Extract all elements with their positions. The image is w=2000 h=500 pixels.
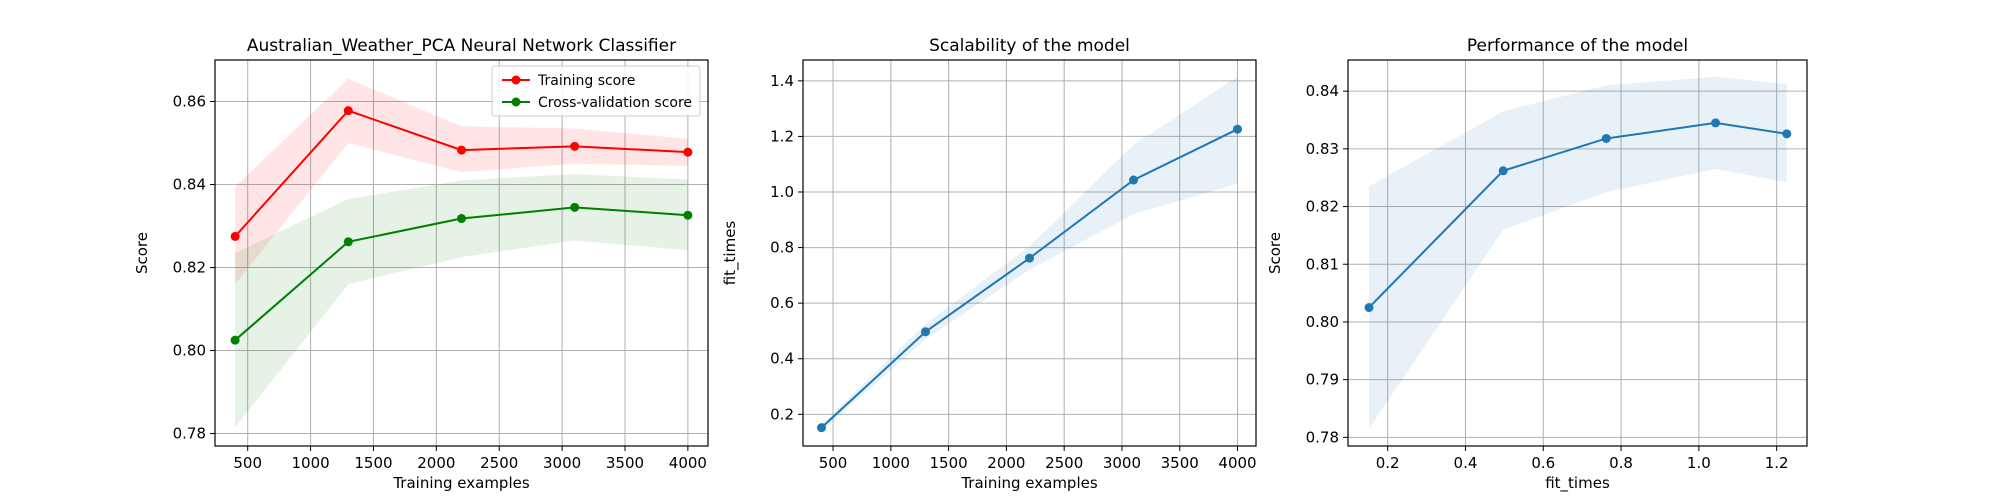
confidence-band bbox=[235, 174, 688, 428]
y-axis-label: Score bbox=[133, 232, 151, 274]
data-point bbox=[343, 106, 353, 116]
y-tick-label: 0.78 bbox=[1306, 428, 1339, 446]
y-tick-label: 0.84 bbox=[1306, 82, 1339, 100]
x-tick-label: 2500 bbox=[1045, 454, 1083, 472]
x-tick-label: 3000 bbox=[1103, 454, 1141, 472]
x-tick-label: 1.0 bbox=[1687, 454, 1711, 472]
data-point bbox=[457, 145, 466, 155]
confidence-band bbox=[1369, 76, 1787, 429]
legend-entry: Cross-validation score bbox=[538, 95, 692, 111]
x-tick-label: 0.6 bbox=[1531, 454, 1555, 472]
plot-frame bbox=[802, 59, 1257, 447]
y-tick-label: 1.4 bbox=[770, 72, 794, 90]
chart-title: Performance of the model bbox=[1467, 36, 1688, 56]
x-tick-label: 4000 bbox=[1218, 454, 1256, 472]
data-point bbox=[683, 210, 693, 220]
y-tick-label: 0.83 bbox=[1306, 140, 1339, 158]
y-tick-label: 0.6 bbox=[770, 294, 794, 312]
x-tick-label: 3500 bbox=[1161, 454, 1199, 472]
y-tick-label: 0.86 bbox=[173, 93, 206, 111]
x-tick-label: 1000 bbox=[872, 454, 910, 472]
data-point bbox=[570, 202, 580, 212]
y-axis-label: fit_times bbox=[721, 221, 740, 286]
x-tick-label: 500 bbox=[233, 454, 262, 472]
y-tick-label: 0.4 bbox=[770, 350, 794, 368]
legend: Training score Cross-validation score bbox=[491, 65, 701, 117]
x-tick-label: 1.2 bbox=[1765, 454, 1789, 472]
data-point bbox=[1711, 118, 1721, 128]
x-axis-label: fit_times bbox=[1545, 474, 1610, 493]
x-tick-label: 0.4 bbox=[1454, 454, 1478, 472]
data-point bbox=[230, 231, 240, 241]
x-tick-label: 0.2 bbox=[1376, 454, 1400, 472]
y-tick-label: 1.0 bbox=[770, 183, 794, 201]
x-tick-label: 1500 bbox=[354, 454, 392, 472]
plot-frame bbox=[1347, 59, 1808, 447]
chart-panel-1: 500 1000 1500 2000 2500 3000 3500 4000 0.78 0.80 0… bbox=[133, 36, 709, 492]
data-point bbox=[457, 214, 466, 224]
chart-panel-2: 500 1000 1500 2000 2500 3000 3500 4000 0.2 0.4 0.6… bbox=[721, 36, 1257, 492]
data-point bbox=[1025, 253, 1034, 263]
x-tick-label: 0.8 bbox=[1609, 454, 1633, 472]
x-tick-label: 1500 bbox=[930, 454, 968, 472]
chart-title: Scalability of the model bbox=[929, 36, 1130, 56]
data-point bbox=[1364, 303, 1374, 313]
data-point bbox=[343, 237, 353, 247]
data-point bbox=[1498, 166, 1508, 176]
data-point bbox=[683, 147, 693, 157]
y-tick-label: 0.8 bbox=[770, 239, 794, 257]
data-point bbox=[230, 335, 240, 345]
plot-frame bbox=[214, 59, 709, 447]
chart-title: Australian_Weather_PCA Neural Network Cl… bbox=[247, 36, 676, 56]
legend-marker bbox=[511, 75, 521, 85]
data-point bbox=[1601, 133, 1611, 143]
x-tick-label: 3500 bbox=[606, 454, 644, 472]
data-point bbox=[1129, 175, 1139, 185]
legend-entry: Training score bbox=[537, 73, 635, 89]
data-point bbox=[1233, 124, 1243, 134]
y-axis-label: Score bbox=[1266, 232, 1284, 274]
x-axis-label: Training examples bbox=[960, 474, 1098, 492]
y-tick-label: 0.79 bbox=[1306, 371, 1339, 389]
data-point bbox=[816, 423, 826, 433]
x-tick-label: 500 bbox=[819, 454, 848, 472]
x-tick-label: 2000 bbox=[417, 454, 455, 472]
data-point bbox=[920, 327, 930, 337]
x-tick-label: 3000 bbox=[543, 454, 581, 472]
x-tick-label: 2500 bbox=[480, 454, 518, 472]
data-point bbox=[1782, 129, 1792, 139]
x-tick-label: 4000 bbox=[669, 454, 707, 472]
data-point bbox=[570, 141, 580, 151]
y-tick-label: 0.78 bbox=[173, 425, 206, 443]
y-tick-label: 0.80 bbox=[173, 342, 206, 360]
y-tick-label: 0.82 bbox=[1306, 198, 1339, 216]
y-tick-label: 0.82 bbox=[173, 259, 206, 277]
y-tick-label: 0.2 bbox=[770, 405, 794, 423]
y-tick-label: 0.81 bbox=[1306, 255, 1339, 273]
y-tick-label: 1.2 bbox=[770, 127, 794, 145]
confidence-band bbox=[235, 78, 688, 285]
legend-box bbox=[491, 65, 701, 117]
y-tick-label: 0.84 bbox=[173, 176, 206, 194]
x-tick-label: 2000 bbox=[987, 454, 1025, 472]
chart-panel-3: 0.2 0.4 0.6 0.8 1.0 1.2 0.78 0.79 0.80 0.81 0.82 0.… bbox=[1266, 36, 1808, 493]
x-axis-label: Training examples bbox=[392, 474, 530, 492]
y-tick-label: 0.80 bbox=[1306, 313, 1339, 331]
legend-marker bbox=[511, 97, 521, 107]
x-tick-label: 1000 bbox=[291, 454, 329, 472]
